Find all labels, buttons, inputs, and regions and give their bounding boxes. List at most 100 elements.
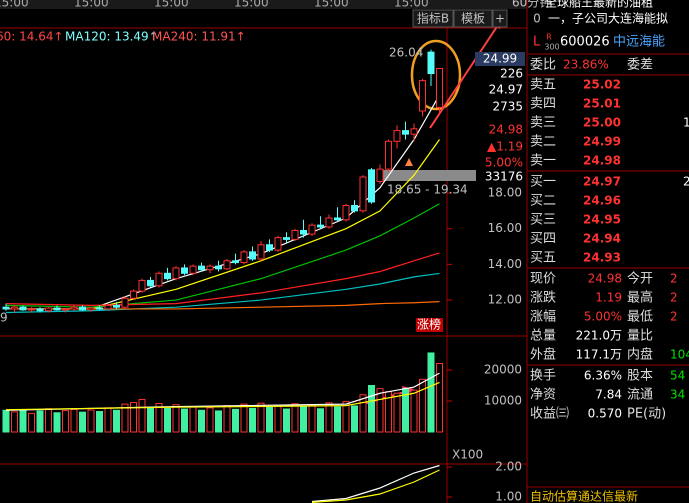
stat-cell: 0.570 — [588, 407, 622, 421]
ma-line — [311, 464, 440, 503]
time-label: 15:00 — [74, 0, 109, 10]
candle-body — [308, 224, 316, 235]
candle-body — [266, 244, 273, 251]
candle-body — [19, 306, 27, 311]
quote-sub: 300 — [544, 43, 559, 52]
candle-body — [62, 308, 69, 311]
candle-body — [385, 140, 392, 170]
axis-label: 24.97 — [489, 83, 523, 97]
candle-body — [45, 307, 52, 312]
volume-bar — [215, 410, 222, 433]
stat-cell: 5.00% — [584, 310, 622, 324]
volume-bar — [257, 402, 265, 433]
candle-body — [53, 307, 61, 311]
button-label[interactable]: + — [495, 12, 505, 26]
price-box — [475, 52, 525, 66]
volume-bar — [96, 411, 103, 433]
volume-bar — [45, 408, 52, 433]
quote-sub: R — [546, 33, 552, 42]
axis-label: 226 — [500, 67, 523, 81]
stat-cell: 最低 — [627, 310, 653, 325]
candle-body — [410, 128, 418, 135]
volume-bar — [427, 352, 435, 433]
candle-body — [436, 68, 443, 108]
book-label: 买一 — [530, 175, 556, 190]
volume-bar — [11, 411, 18, 433]
volume-bar — [155, 402, 163, 433]
stat-cell: 2 — [670, 310, 678, 324]
time-label: 15:00 — [0, 0, 29, 10]
quote-mark: L — [533, 35, 541, 50]
book-price: 24.94 — [583, 232, 621, 246]
candle-body — [28, 308, 35, 311]
volume-bar — [138, 398, 146, 433]
axis-label: 2735 — [492, 100, 523, 114]
stat-cell: 最高 — [627, 290, 653, 306]
stat-cell: 221.0万 — [576, 329, 622, 343]
ratio-label: 委比 — [530, 58, 556, 73]
time-strip — [0, 0, 527, 9]
axis-label: 24.99 — [483, 52, 517, 66]
candle-body — [359, 176, 367, 212]
volume-bar — [342, 401, 350, 433]
candle-body — [283, 237, 290, 240]
volume-bar — [249, 407, 256, 433]
stat-cell: 6.36% — [584, 369, 622, 383]
volume-bar — [359, 394, 367, 433]
volume-bar — [2, 409, 10, 433]
stat-cell: 换手 — [530, 369, 556, 384]
overlay: 指标B 模板 + 0 60分钟 全球船王最新的油租 一，子公司大连海能拟 60:… — [0, 0, 668, 503]
volume-bar — [198, 409, 205, 433]
volume-bar — [62, 410, 69, 433]
volume-bar — [325, 402, 333, 433]
book-price: 24.97 — [583, 175, 621, 189]
book-label: 买五 — [530, 251, 556, 266]
stat-cell: 104 — [670, 348, 689, 362]
volume-bar — [419, 378, 426, 433]
book-price: 25.02 — [583, 78, 621, 92]
candle-body — [96, 307, 103, 310]
volume-bar — [79, 411, 86, 433]
y-tick-label: 2.00 — [495, 460, 522, 474]
candle-body — [317, 224, 324, 228]
candle-body — [2, 306, 10, 310]
stat-cell: 24.98 — [588, 272, 622, 286]
diff-label: 委差 — [627, 58, 653, 73]
button-label[interactable]: 指标B — [417, 11, 449, 26]
candle-body — [274, 237, 282, 251]
y-tick-label: 20000 — [484, 363, 522, 377]
volume-bar — [274, 404, 282, 433]
candle-body — [257, 244, 265, 260]
candle-body — [130, 290, 137, 299]
candle-body — [419, 80, 426, 112]
stat-cell: 2 — [670, 291, 678, 305]
volume-bar — [36, 410, 44, 433]
ma-line — [311, 469, 440, 503]
axis-label: 33176 — [485, 170, 523, 184]
candle-body — [215, 265, 222, 270]
stat-cell: 7.84 — [595, 388, 622, 402]
stat-cell: 34 — [670, 388, 685, 402]
candle-body — [249, 251, 256, 260]
y-tick-label: 12.00 — [488, 293, 522, 307]
button[interactable] — [492, 9, 508, 28]
volume-bar — [436, 362, 443, 433]
button[interactable] — [453, 9, 493, 28]
button[interactable] — [412, 9, 454, 28]
candle-body — [291, 229, 299, 240]
news: 全球船王最新的油租 — [545, 0, 653, 10]
candle-body — [70, 306, 78, 310]
ma-legend: MA240: 11.91↑ — [152, 30, 246, 44]
ma-line — [5, 272, 440, 314]
stat-cell: 今开 — [627, 271, 653, 287]
volume-bar — [300, 406, 307, 433]
y-tick-label: 16.00 — [488, 221, 522, 235]
button-label[interactable]: 模板 — [461, 12, 485, 26]
candle-body — [164, 272, 171, 280]
book-label: 卖四 — [530, 97, 556, 112]
candle-body — [393, 130, 401, 142]
ma-legend: MA120: 13.49↑ — [65, 30, 159, 44]
candle-body — [342, 205, 350, 221]
volume-bar — [87, 409, 95, 433]
